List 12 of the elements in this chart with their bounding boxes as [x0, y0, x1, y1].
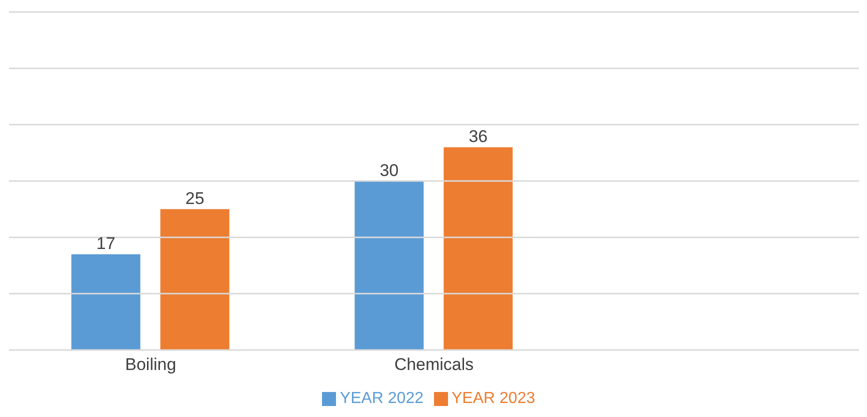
- bar: [444, 147, 513, 350]
- data-label: 36: [468, 127, 488, 146]
- legend-label: YEAR 2022: [340, 390, 424, 407]
- bar: [354, 181, 424, 350]
- data-label: 30: [380, 161, 399, 180]
- data-label: 25: [185, 189, 204, 208]
- x-tick-label: Boiling: [125, 355, 176, 374]
- bar: [160, 209, 230, 350]
- x-tick-label: Chemicals: [394, 355, 474, 374]
- data-label: 17: [96, 234, 116, 254]
- legend-label: YEAR 2023: [452, 390, 536, 407]
- bar: [71, 254, 140, 350]
